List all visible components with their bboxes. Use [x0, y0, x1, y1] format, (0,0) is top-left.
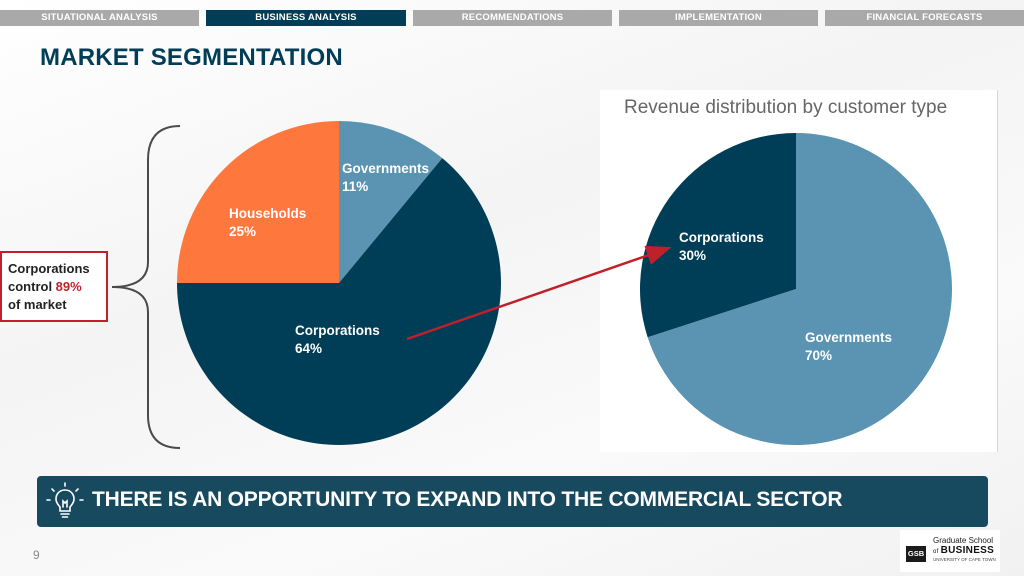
tab-business-analysis[interactable]: BUSINESS ANALYSIS — [206, 10, 406, 26]
lightbulb-icon — [46, 482, 84, 518]
market-control-callout: Corporations control 89% of market — [0, 251, 108, 322]
slice-label-corporations: Corporations 64% — [295, 323, 380, 356]
page-number: 9 — [33, 548, 40, 562]
brace-shape — [111, 125, 181, 449]
slice-label-governments-revenue: Governments 70% — [805, 330, 893, 363]
banner-text: THERE IS AN OPPORTUNITY TO EXPAND INTO T… — [92, 488, 843, 511]
pie-slice-governments — [647, 133, 952, 445]
pie-slice-households — [177, 121, 339, 283]
tab-recommendations[interactable]: RECOMMENDATIONS — [413, 10, 612, 26]
key-insight-banner — [37, 476, 988, 527]
arrow-connector — [406, 245, 672, 341]
callout-line-1: Corporations — [8, 261, 90, 276]
pie-chart-market-share — [177, 121, 502, 445]
logo-line-1: Graduate School — [933, 536, 994, 545]
top-nav: SITUATIONAL ANALYSIS BUSINESS ANALYSIS R… — [0, 10, 1024, 26]
callout-line-3: of market — [8, 297, 67, 312]
tab-implementation[interactable]: IMPLEMENTATION — [619, 10, 818, 26]
tab-financial-forecasts[interactable]: FINANCIAL FORECASTS — [825, 10, 1024, 26]
callout-line-2: control 89% — [8, 279, 82, 294]
chart-title: Revenue distribution by customer type — [624, 97, 948, 118]
logo-line-2: of BUSINESS — [933, 545, 995, 556]
pie-slice-corporations — [640, 133, 796, 338]
pie-slice-corporations — [177, 158, 502, 445]
callout-highlight: 89% — [55, 279, 82, 294]
pie-chart-revenue — [640, 133, 952, 445]
slice-label-governments: Governments 11% — [342, 161, 430, 194]
gsb-mark: GSB — [906, 546, 926, 562]
slice-label-households: Households 25% — [229, 206, 307, 239]
slice-label-corporations-revenue: Corporations 30% — [679, 230, 764, 263]
tab-situational-analysis[interactable]: SITUATIONAL ANALYSIS — [0, 10, 199, 26]
pie-slice-governments — [339, 121, 443, 283]
page-title: MARKET SEGMENTATION — [40, 44, 343, 71]
logo-line-3: UNIVERSITY OF CAPE TOWN — [933, 557, 996, 562]
